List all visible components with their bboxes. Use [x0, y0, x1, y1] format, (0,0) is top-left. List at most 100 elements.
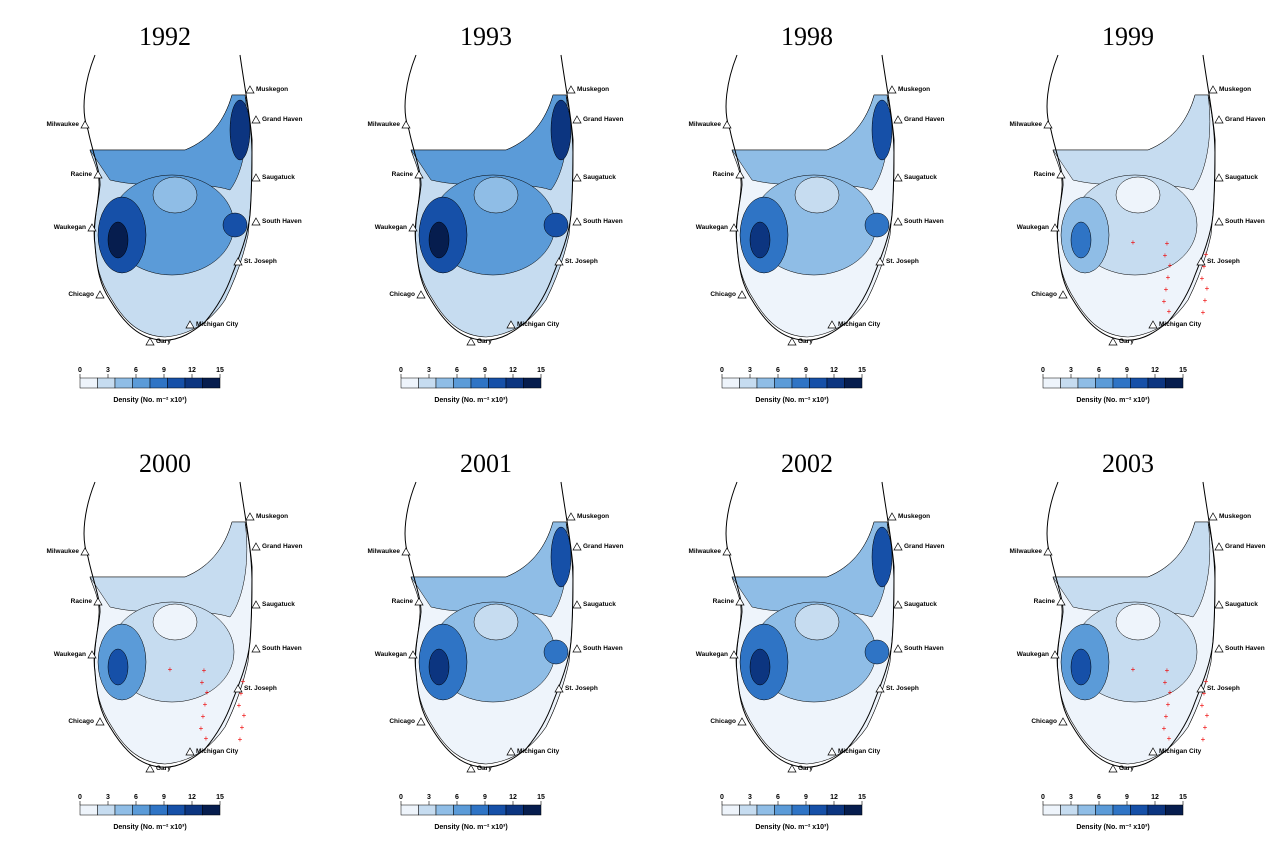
city-label: Waukegan — [375, 651, 407, 658]
colorbar-tick-label: 6 — [134, 794, 138, 801]
colorbar-cell — [1095, 804, 1114, 816]
colorbar-cell — [79, 804, 98, 816]
colorbar-cell — [418, 377, 437, 389]
city-marker — [401, 120, 411, 129]
colorbar-tick-label: 3 — [106, 367, 110, 374]
city-marker — [251, 600, 261, 609]
city-label: Grand Haven — [904, 543, 944, 550]
colorbar-cell — [774, 804, 793, 816]
shoreline — [404, 481, 574, 768]
city-marker — [401, 547, 411, 556]
city-label: Muskegon — [898, 86, 930, 93]
colorbar-cell — [167, 804, 186, 816]
colorbar-label: Density (No. m⁻² x10³) — [113, 397, 186, 404]
zero-marker: + — [1202, 262, 1207, 271]
colorbar-tick-label: 6 — [776, 794, 780, 801]
colorbar-tick-label: 15 — [216, 794, 224, 801]
city-label: Grand Haven — [1225, 116, 1265, 123]
colorbar-cell — [400, 377, 419, 389]
city-marker — [1214, 217, 1224, 226]
colorbar-cell — [505, 804, 524, 816]
zero-marker: + — [1164, 285, 1169, 294]
colorbar-tick-label: 9 — [1125, 794, 1129, 801]
map-panel: 2001 Milwaukee Racine Waukegan Chicago Gary Mi… — [367, 449, 623, 831]
density-east — [229, 99, 251, 161]
density-inner — [794, 176, 840, 214]
zero-marker: + — [1165, 239, 1170, 248]
colorbar-cell — [488, 804, 507, 816]
density-west-core — [428, 648, 450, 686]
colorbar-cell — [149, 377, 168, 389]
colorbar-tick-label: 0 — [1041, 794, 1045, 801]
colorbar-tick-label: 3 — [106, 794, 110, 801]
city-label: Chicago — [1031, 718, 1057, 725]
city-marker — [145, 764, 155, 773]
city-marker — [572, 600, 582, 609]
city-marker — [566, 512, 576, 521]
density-east — [871, 99, 893, 161]
colorbar-tick-label: 15 — [1179, 367, 1187, 374]
city-label: Racine — [1034, 598, 1056, 605]
colorbar-cell — [97, 804, 116, 816]
colorbar-cell — [809, 377, 828, 389]
city-label: Milwaukee — [46, 548, 79, 555]
colorbar-cell — [79, 377, 98, 389]
city-label: Muskegon — [898, 513, 930, 520]
city-label: Michigan City — [196, 748, 239, 755]
city-label: Racine — [713, 598, 735, 605]
colorbar-cell — [826, 804, 845, 816]
colorbar-tick-label: 12 — [830, 794, 838, 801]
colorbar-tick-label: 9 — [804, 794, 808, 801]
city-label: Muskegon — [1219, 513, 1251, 520]
density-inner — [473, 603, 519, 641]
city-label: Michigan City — [517, 748, 560, 755]
year-title: 2003 — [1102, 449, 1154, 478]
zero-marker: + — [1204, 250, 1209, 259]
zero-marker: + — [200, 678, 205, 687]
colorbar-cell — [418, 804, 437, 816]
city-marker — [1043, 547, 1053, 556]
colorbar-cell — [791, 804, 810, 816]
map-panel: 1998 Milwaukee Racine Waukegan Chicago Gary Mi… — [688, 22, 944, 404]
city-marker — [87, 650, 97, 659]
year-title: 1993 — [460, 22, 512, 51]
colorbar-cell — [1095, 377, 1114, 389]
city-label: Milwaukee — [46, 121, 79, 128]
colorbar-tick-label: 9 — [804, 367, 808, 374]
city-label: Saugatuck — [1225, 174, 1258, 181]
zero-marker: + — [241, 677, 246, 686]
city-marker — [875, 684, 885, 693]
colorbar-cell — [400, 804, 419, 816]
colorbar-tick-label: 0 — [78, 794, 82, 801]
city-label: Muskegon — [577, 86, 609, 93]
colorbar-tick-label: 6 — [1097, 794, 1101, 801]
colorbar-cell — [1042, 804, 1061, 816]
city-marker — [737, 290, 747, 299]
colorbar-cell — [774, 377, 793, 389]
colorbar-tick-label: 12 — [1151, 794, 1159, 801]
city-marker — [506, 320, 516, 329]
city-marker — [722, 120, 732, 129]
city-marker — [729, 650, 739, 659]
city-label: Racine — [392, 171, 414, 178]
density-inner — [1115, 603, 1161, 641]
colorbar-tick-label: 6 — [134, 367, 138, 374]
zero-marker: + — [1200, 701, 1205, 710]
density-west-core — [107, 221, 129, 259]
city-label: Chicago — [1031, 291, 1057, 298]
city-marker — [729, 223, 739, 232]
city-marker — [1050, 650, 1060, 659]
density-inner — [473, 176, 519, 214]
city-marker — [787, 764, 797, 773]
city-label: Grand Haven — [904, 116, 944, 123]
city-marker — [1148, 747, 1158, 756]
colorbar-cell — [844, 377, 863, 389]
city-marker — [245, 85, 255, 94]
city-label: Muskegon — [256, 86, 288, 93]
city-marker — [408, 650, 418, 659]
city-label: Michigan City — [517, 321, 560, 328]
city-marker — [93, 170, 103, 179]
colorbar-cell — [826, 377, 845, 389]
city-marker — [566, 85, 576, 94]
city-label: Racine — [71, 598, 93, 605]
